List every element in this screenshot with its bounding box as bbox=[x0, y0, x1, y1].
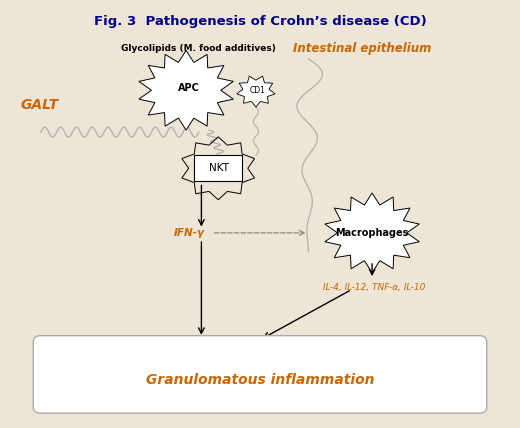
Text: GALT: GALT bbox=[20, 98, 59, 112]
Text: Glycolipids (M. food additives): Glycolipids (M. food additives) bbox=[121, 44, 276, 53]
Text: Fig. 3  Pathogenesis of Crohn’s disease (CD): Fig. 3 Pathogenesis of Crohn’s disease (… bbox=[94, 15, 426, 28]
FancyBboxPatch shape bbox=[33, 336, 487, 413]
Text: IL-4, IL-12, TNF-α, IL-10: IL-4, IL-12, TNF-α, IL-10 bbox=[323, 283, 426, 292]
Text: IFN-γ: IFN-γ bbox=[173, 228, 204, 238]
Polygon shape bbox=[237, 76, 275, 107]
Text: Intestinal epithelium: Intestinal epithelium bbox=[293, 42, 431, 55]
Text: Granulomatous inflammation: Granulomatous inflammation bbox=[146, 373, 374, 386]
Text: Macrophages: Macrophages bbox=[335, 228, 409, 238]
Text: NKT: NKT bbox=[209, 163, 229, 173]
Polygon shape bbox=[139, 51, 233, 130]
Text: CD1: CD1 bbox=[250, 86, 265, 95]
FancyBboxPatch shape bbox=[194, 155, 242, 181]
Polygon shape bbox=[325, 193, 419, 273]
Text: APC: APC bbox=[178, 83, 200, 93]
